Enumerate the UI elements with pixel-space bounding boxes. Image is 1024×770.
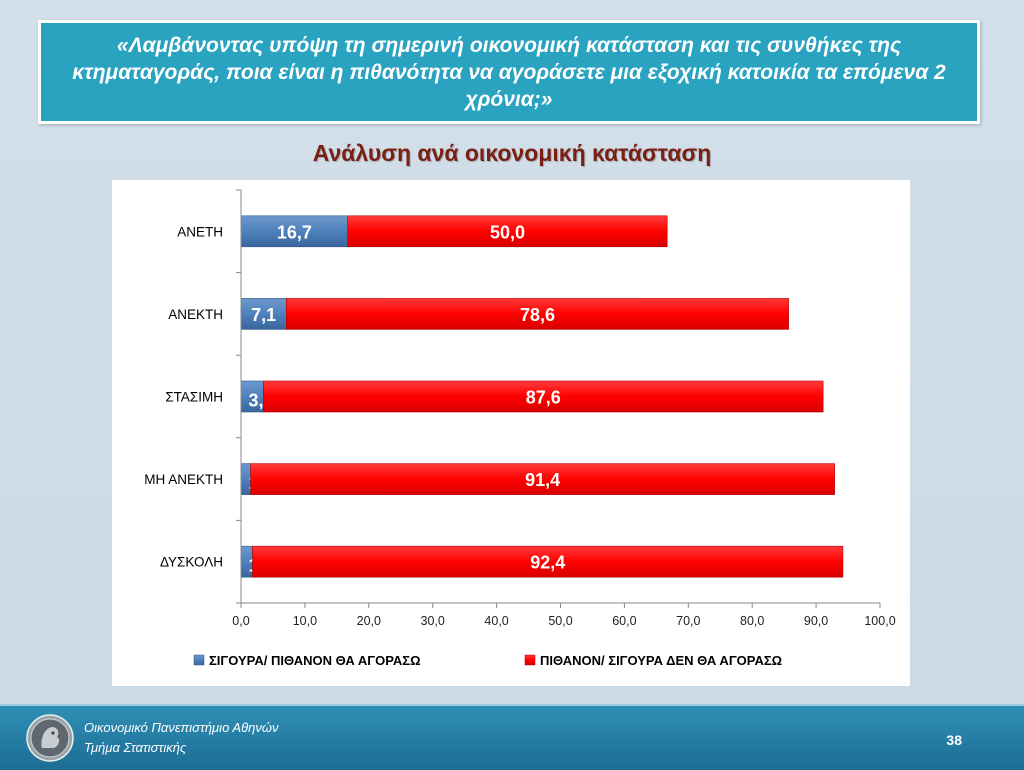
x-tick-label: 80,0 — [740, 614, 764, 628]
bar-segment — [286, 298, 789, 330]
data-label: 78,6 — [520, 305, 555, 325]
bar-segment — [263, 380, 824, 413]
x-tick-label: 40,0 — [484, 614, 508, 628]
x-tick-label: 0,0 — [232, 614, 249, 628]
bar-segment — [240, 298, 287, 330]
chart-title: Ανάλυση ανά οικονομική κατάσταση — [312, 140, 712, 166]
bar-segment — [240, 215, 349, 248]
legend-label: ΣΙΓΟΥΡΑ/ ΠΙΘΑΝΟΝ ΘΑ ΑΓΟΡΑΣΩ — [209, 653, 421, 668]
x-tick-label: 70,0 — [676, 614, 700, 628]
x-tick-label: 10,0 — [293, 614, 317, 628]
data-label: 91,4 — [525, 470, 560, 490]
x-tick-label: 30,0 — [421, 614, 445, 628]
data-label: 50,0 — [490, 222, 525, 242]
data-label: 92,4 — [530, 553, 565, 573]
page-number: 38 — [946, 732, 962, 748]
chart-panel: 16,750,07,178,63,587,61,591,41,892,4 0,0… — [112, 180, 910, 686]
legend-label: ΠΙΘΑΝΟΝ/ ΣΙΓΟΥΡΑ ΔΕΝ ΘΑ ΑΓΟΡΑΣΩ — [540, 653, 782, 668]
category-label: ΣΤΑΣΙΜΗ — [165, 390, 223, 405]
x-tick-label: 50,0 — [548, 614, 572, 628]
category-label: ΜΗ ΑΝΕΚΤΗ — [144, 472, 223, 487]
category-label: ΔΥΣΚΟΛΗ — [160, 555, 223, 570]
data-label: 16,7 — [277, 222, 312, 242]
legend-swatch — [524, 654, 536, 666]
footer-department: Τμήμα Στατιστικής — [84, 740, 187, 755]
bar-segment — [252, 545, 844, 578]
bar-chart: 16,750,07,178,63,587,61,591,41,892,4 0,0… — [144, 189, 896, 668]
university-logo-icon — [26, 714, 74, 762]
x-tick-label: 90,0 — [804, 614, 828, 628]
legend-swatch — [193, 654, 205, 666]
bar-segment — [347, 215, 668, 248]
question-box: «Λαμβάνοντας υπόψη τη σημερινή οικονομικ… — [38, 20, 980, 124]
category-label: ΑΝΕΤΗ — [177, 224, 223, 239]
x-tick-label: 60,0 — [612, 614, 636, 628]
question-text: «Λαμβάνοντας υπόψη τη σημερινή οικονομικ… — [72, 33, 946, 111]
bar-segment — [250, 463, 835, 495]
data-label: 87,6 — [526, 388, 561, 408]
category-label: ΑΝΕΚΤΗ — [168, 307, 223, 322]
footer-university: Οικονομικό Πανεπιστήμιο Αθηνών — [84, 720, 279, 735]
x-tick-label: 20,0 — [357, 614, 381, 628]
data-label: 7,1 — [251, 305, 276, 325]
x-tick-label: 100,0 — [864, 614, 895, 628]
footer: Οικονομικό Πανεπιστήμιο Αθηνών Τμήμα Στα… — [0, 704, 1024, 770]
